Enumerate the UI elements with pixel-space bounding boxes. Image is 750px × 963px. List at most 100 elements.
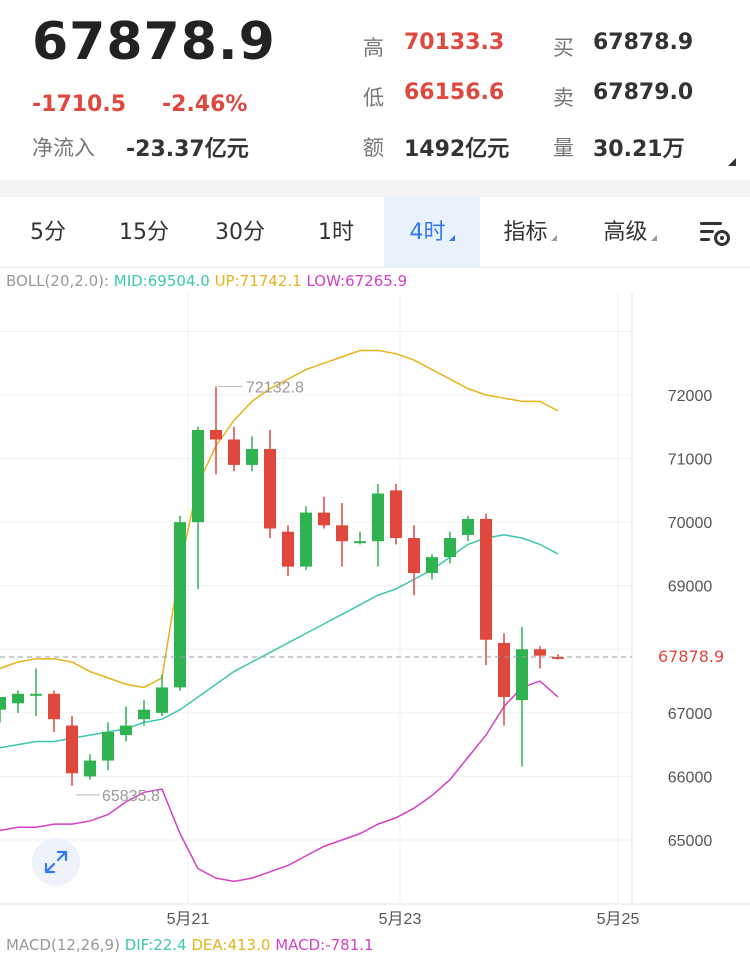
candle-body bbox=[282, 531, 294, 567]
y-tick-label: 70000 bbox=[668, 515, 713, 532]
candle-body bbox=[318, 512, 330, 526]
y-tick-label: 66000 bbox=[668, 769, 713, 786]
boll-mid-line bbox=[0, 534, 559, 749]
low-label: 低 bbox=[363, 86, 384, 110]
boll-upper-line bbox=[0, 349, 559, 689]
candle-body bbox=[390, 490, 402, 539]
candle-body bbox=[444, 538, 456, 558]
tab-1hour[interactable]: 1时 bbox=[288, 197, 384, 267]
macd-dif: DIF:22.4 bbox=[124, 936, 187, 954]
tab-label: 4时 bbox=[409, 220, 446, 245]
candle-body bbox=[138, 709, 150, 720]
x-tick-label: 5月23 bbox=[379, 911, 422, 928]
candle-body bbox=[264, 449, 276, 529]
high-value: 70133.3 bbox=[404, 30, 505, 55]
candle-body bbox=[372, 493, 384, 542]
net-inflow-value: -23.37亿元 bbox=[126, 137, 249, 162]
period-tab-bar: 5分 15分 30分 1时 4时 指标 高级 bbox=[0, 197, 750, 268]
candle-body bbox=[246, 449, 258, 465]
volume-value: 30.21万 bbox=[593, 137, 685, 162]
macd-value: MACD:-781.1 bbox=[275, 936, 374, 954]
candle-body bbox=[336, 525, 348, 542]
tab-label: 15分 bbox=[119, 220, 169, 245]
boll-mid: MID:69504.0 bbox=[113, 272, 210, 290]
candle-body bbox=[480, 518, 492, 640]
candle-body bbox=[516, 649, 528, 701]
max-price-annotation: 72132.8 bbox=[246, 380, 304, 397]
amount-value: 1492亿元 bbox=[404, 137, 510, 162]
candle-body bbox=[102, 731, 114, 761]
macd-name: MACD(12,26,9) bbox=[6, 936, 120, 954]
candle-body bbox=[192, 429, 204, 523]
boll-lower-line bbox=[0, 680, 559, 883]
quote-header: 67878.9 -1710.5 -2.46% 净流入 -23.37亿元 高 70… bbox=[0, 0, 750, 180]
candle-body bbox=[66, 725, 78, 774]
tab-label: 高级 bbox=[603, 220, 648, 245]
dropdown-triangle-icon bbox=[550, 235, 557, 241]
tab-15min[interactable]: 15分 bbox=[96, 197, 192, 267]
chart-settings-button[interactable] bbox=[680, 197, 750, 267]
volume-label: 量 bbox=[553, 136, 574, 160]
high-label: 高 bbox=[363, 36, 384, 60]
expand-arrows-icon bbox=[44, 850, 68, 874]
candle-body bbox=[12, 693, 24, 704]
candle-body bbox=[210, 429, 222, 440]
macd-legend: MACD(12,26,9) DIF:22.4 DEA:413.0 MACD:-7… bbox=[6, 936, 374, 954]
candle-body bbox=[228, 439, 240, 465]
candle-body bbox=[408, 538, 420, 573]
y-tick-label: 71000 bbox=[668, 452, 713, 469]
y-tick-label: 65000 bbox=[668, 833, 713, 850]
y-tick-label: 67000 bbox=[668, 706, 713, 723]
tab-label: 1时 bbox=[318, 220, 354, 245]
candle-body bbox=[0, 696, 6, 710]
amount-label: 额 bbox=[363, 136, 384, 160]
candle-body bbox=[552, 656, 564, 659]
candle-body bbox=[462, 518, 474, 535]
buy-label: 买 bbox=[553, 36, 574, 60]
boll-name: BOLL(20,2.0): bbox=[6, 272, 110, 290]
section-divider bbox=[0, 180, 750, 197]
tab-advanced[interactable]: 高级 bbox=[580, 197, 680, 267]
last-price: 67878.9 bbox=[32, 12, 276, 72]
boll-low: LOW:67265.9 bbox=[306, 272, 408, 290]
low-value: 66156.6 bbox=[404, 80, 505, 105]
y-tick-label: 69000 bbox=[668, 579, 713, 596]
tab-label: 指标 bbox=[503, 220, 548, 245]
candle-body bbox=[300, 512, 312, 567]
candle-body bbox=[426, 557, 438, 573]
min-price-annotation: 65835.8 bbox=[102, 788, 160, 805]
tab-5min[interactable]: 5分 bbox=[0, 197, 96, 267]
candle-body bbox=[498, 642, 510, 697]
x-tick-label: 5月21 bbox=[167, 911, 210, 928]
expand-details-icon[interactable] bbox=[728, 158, 736, 166]
dropdown-triangle-icon bbox=[448, 235, 455, 241]
candle-body bbox=[120, 725, 132, 736]
candlestick-chart[interactable]: 72000 71000 70000 69000 67000 66000 65000 5月21 5… bbox=[0, 292, 750, 934]
tab-label: 30分 bbox=[215, 220, 265, 245]
net-inflow-label: 净流入 bbox=[32, 136, 95, 160]
buy-value: 67878.9 bbox=[593, 30, 694, 55]
chart-settings-icon bbox=[700, 222, 730, 246]
candle-body bbox=[84, 760, 96, 777]
macd-dea: DEA:413.0 bbox=[191, 936, 271, 954]
current-price-tag: 67878.9 bbox=[640, 643, 750, 671]
tab-4hour[interactable]: 4时 bbox=[384, 197, 480, 267]
tab-indicators[interactable]: 指标 bbox=[480, 197, 580, 267]
fullscreen-button[interactable] bbox=[32, 838, 80, 886]
sell-label: 卖 bbox=[553, 86, 574, 110]
tab-30min[interactable]: 30分 bbox=[192, 197, 288, 267]
candle-body bbox=[48, 693, 60, 720]
candle-body bbox=[534, 649, 546, 656]
candle-body bbox=[30, 693, 42, 696]
y-tick-label: 72000 bbox=[668, 388, 713, 405]
boll-up: UP:71742.1 bbox=[214, 272, 302, 290]
dropdown-triangle-icon bbox=[650, 235, 657, 241]
candle-body bbox=[354, 541, 366, 544]
sell-value: 67879.0 bbox=[593, 80, 694, 105]
boll-legend: BOLL(20,2.0): MID:69504.0 UP:71742.1 LOW… bbox=[6, 272, 407, 290]
candle-body bbox=[174, 522, 186, 688]
price-change-percent: -2.46% bbox=[162, 92, 248, 117]
x-tick-label: 5月25 bbox=[597, 911, 640, 928]
candle-body bbox=[156, 687, 168, 713]
price-change: -1710.5 bbox=[32, 92, 127, 117]
